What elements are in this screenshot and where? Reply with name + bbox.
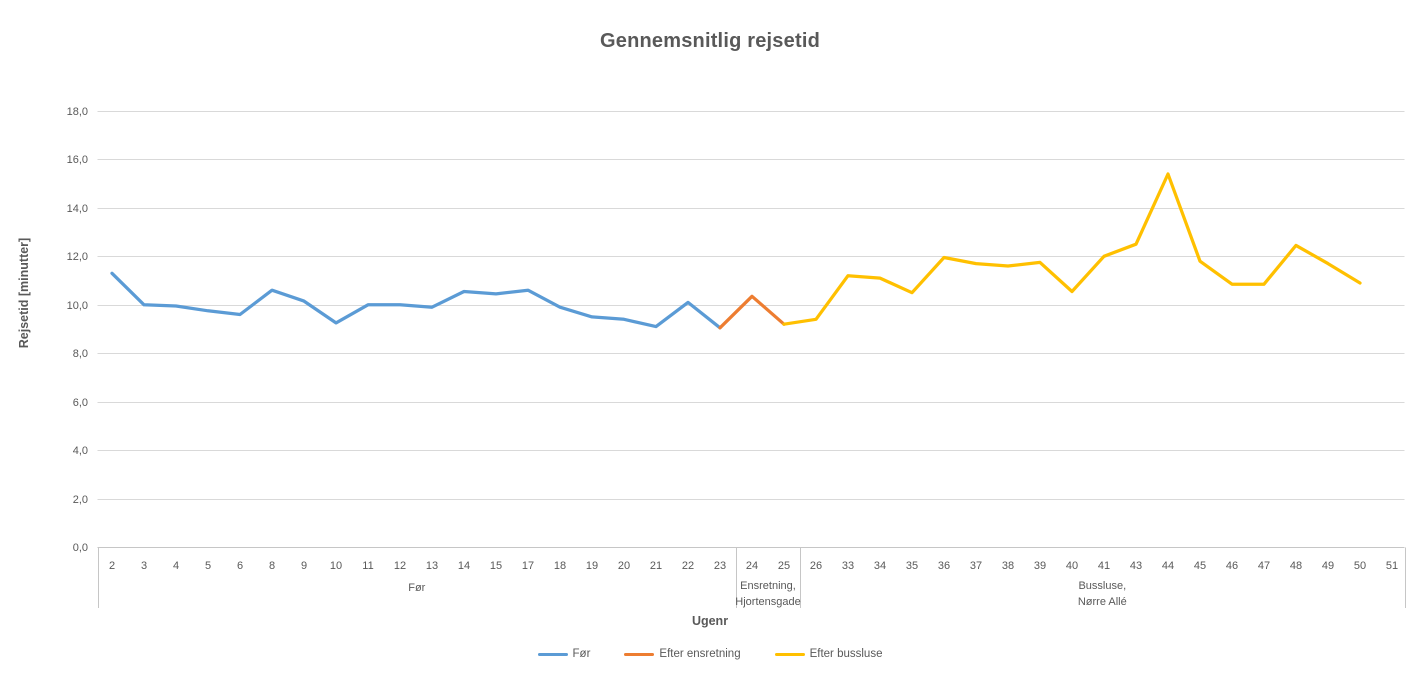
legend: Før Efter ensretning Efter bussluse xyxy=(0,648,1420,660)
x-tick-label: 51 xyxy=(1386,560,1398,572)
x-tick-label: 47 xyxy=(1258,560,1270,572)
y-tick-label: 0,0 xyxy=(73,542,88,554)
legend-item-for[interactable]: Før xyxy=(537,648,591,660)
x-tick-label: 39 xyxy=(1034,560,1046,572)
x-tick-label: 33 xyxy=(842,560,854,572)
x-tick-label: 49 xyxy=(1322,560,1334,572)
legend-swatch-efter-bussluse xyxy=(774,652,805,656)
legend-label-efter-bussluse: Efter bussluse xyxy=(809,648,883,660)
x-tick-label: 6 xyxy=(237,560,243,572)
x-tick-label: 40 xyxy=(1066,560,1078,572)
y-tick-label: 18,0 xyxy=(67,106,88,118)
category-group-label: Bussluse, xyxy=(1078,580,1126,592)
x-tick-label: 11 xyxy=(362,560,373,572)
x-tick-label: 46 xyxy=(1226,560,1238,572)
legend-item-efter-ensretning[interactable]: Efter ensretning xyxy=(624,648,741,660)
x-tick-label: 26 xyxy=(810,560,822,572)
series-line-for xyxy=(110,271,722,330)
y-tick-label: 2,0 xyxy=(73,494,88,506)
x-tick-label: 43 xyxy=(1130,560,1142,572)
x-tick-label: 44 xyxy=(1162,560,1174,572)
legend-item-efter-bussluse[interactable]: Efter bussluse xyxy=(774,648,883,660)
x-tick-label: 8 xyxy=(269,560,275,572)
x-tick-label: 22 xyxy=(682,560,694,572)
x-tick-label: 24 xyxy=(746,560,758,572)
x-tick-label: 37 xyxy=(970,560,982,572)
x-tick-label: 19 xyxy=(586,560,598,572)
legend-swatch-for xyxy=(537,652,568,656)
x-tick-label: 13 xyxy=(426,560,438,572)
y-tick-label: 8,0 xyxy=(73,348,88,360)
y-tick-label: 12,0 xyxy=(67,251,88,263)
x-tick-label: 2 xyxy=(109,560,115,572)
y-tick-label: 14,0 xyxy=(67,203,88,215)
x-tick-label: 17 xyxy=(522,560,534,572)
y-tick-label: 6,0 xyxy=(73,397,88,409)
x-tick-label: 25 xyxy=(778,560,790,572)
x-tick-label: 41 xyxy=(1098,560,1110,572)
x-tick-label: 15 xyxy=(490,560,502,572)
x-tick-label: 9 xyxy=(301,560,307,572)
x-tick-label: 4 xyxy=(173,560,179,572)
series-line-efter-ensretning xyxy=(718,294,786,330)
chart-title: Gennemsnitlig rejsetid xyxy=(599,30,820,52)
x-tick-label: 38 xyxy=(1002,560,1014,572)
x-tick-label: 3 xyxy=(141,560,147,572)
category-group-label: Ensretning, xyxy=(740,580,796,592)
x-tick-label: 14 xyxy=(458,560,470,572)
x-axis-title: Ugenr xyxy=(691,614,729,628)
legend-swatch-efter-ensretning xyxy=(624,652,655,656)
category-group-label: Før xyxy=(408,582,425,594)
x-tick-label: 36 xyxy=(938,560,950,572)
x-tick-label: 20 xyxy=(618,560,630,572)
legend-label-for: Før xyxy=(572,648,591,660)
category-group-label: Nørre Allé xyxy=(1078,596,1127,608)
x-tick-label: 21 xyxy=(650,560,662,572)
y-tick-label: 4,0 xyxy=(73,445,88,457)
x-tick-label: 18 xyxy=(554,560,566,572)
x-tick-label: 12 xyxy=(394,560,406,572)
x-tick-label: 5 xyxy=(205,560,211,572)
x-tick-label: 35 xyxy=(906,560,918,572)
x-tick-label: 23 xyxy=(714,560,726,572)
x-tick-label: 48 xyxy=(1290,560,1302,572)
y-tick-label: 10,0 xyxy=(67,300,88,312)
legend-label-efter-ensretning: Efter ensretning xyxy=(659,648,741,660)
x-tick-label: 45 xyxy=(1194,560,1206,572)
category-group-label: Hjortensgade xyxy=(735,596,800,608)
x-tick-label: 10 xyxy=(330,560,342,572)
x-tick-label: 34 xyxy=(874,560,886,572)
x-tick-label: 50 xyxy=(1354,560,1366,572)
y-tick-label: 16,0 xyxy=(67,154,88,166)
series-line-efter-bussluse xyxy=(782,172,1362,326)
